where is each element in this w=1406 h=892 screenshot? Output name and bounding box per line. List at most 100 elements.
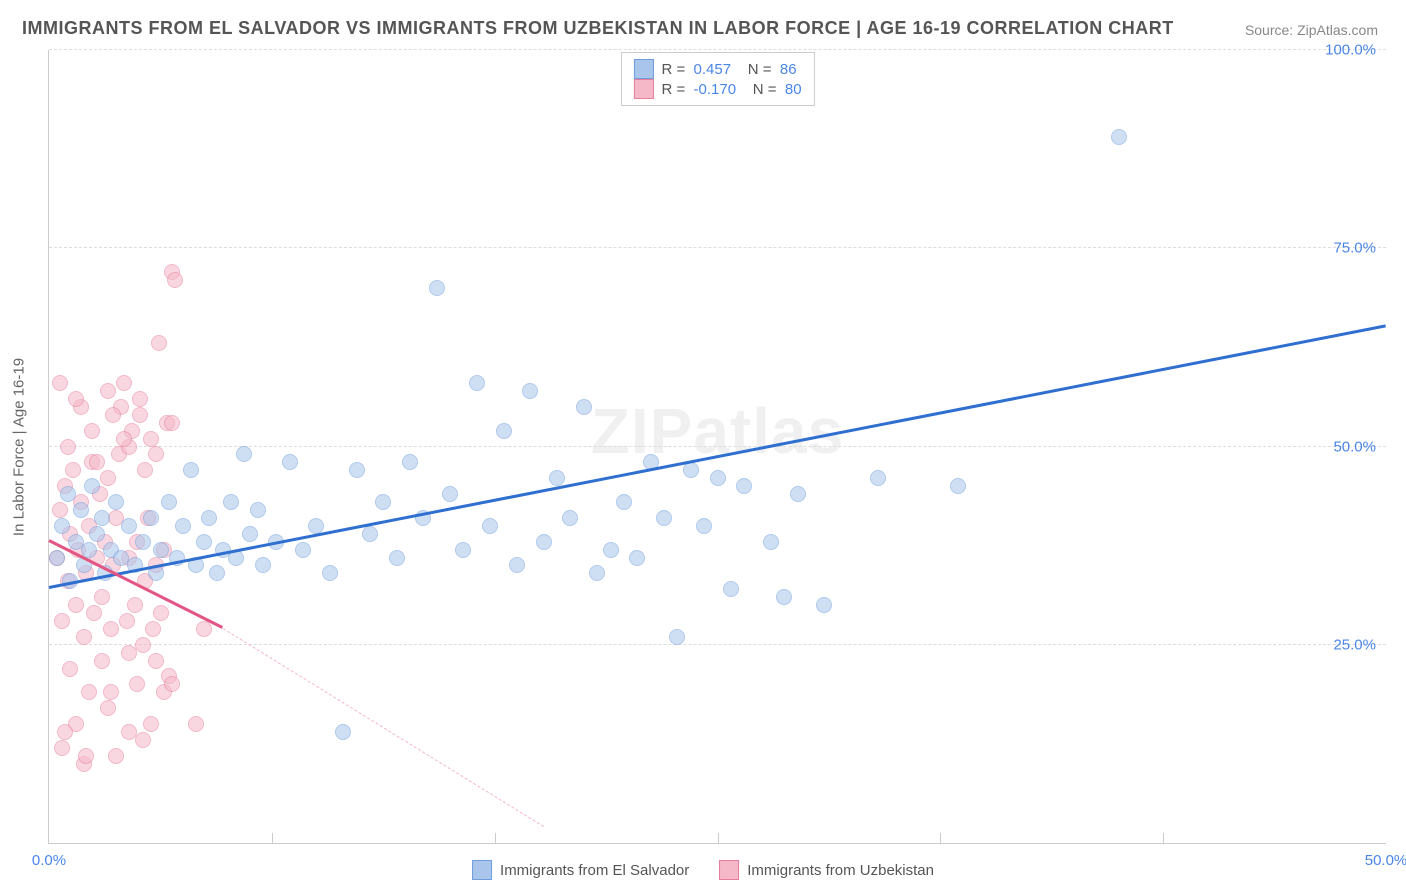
data-point <box>950 478 966 494</box>
data-point <box>54 613 70 629</box>
data-point <box>135 534 151 550</box>
data-point <box>143 431 159 447</box>
data-point <box>78 748 94 764</box>
data-point <box>81 684 97 700</box>
data-point <box>710 470 726 486</box>
x-tick-label: 50.0% <box>1365 852 1406 869</box>
data-point <box>145 621 161 637</box>
data-point <box>100 700 116 716</box>
data-point <box>57 724 73 740</box>
data-point <box>129 676 145 692</box>
legend-item-uzbekistan: Immigrants from Uzbekistan <box>719 860 934 880</box>
data-point <box>116 431 132 447</box>
data-point <box>103 621 119 637</box>
data-point <box>52 502 68 518</box>
data-point <box>119 613 135 629</box>
data-point <box>49 550 65 566</box>
source-attribution: Source: ZipAtlas.com <box>1245 22 1378 38</box>
data-point <box>52 375 68 391</box>
correlation-legend: R = 0.457 N = 86 R = -0.170 N = 80 <box>620 52 814 106</box>
data-point <box>151 335 167 351</box>
y-axis-title: In Labor Force | Age 16-19 <box>11 357 28 535</box>
data-point <box>496 423 512 439</box>
data-point <box>76 629 92 645</box>
data-point <box>60 486 76 502</box>
scatter-plot: In Labor Force | Age 16-19 ZIPatlas R = … <box>48 50 1386 844</box>
data-point <box>763 534 779 550</box>
data-point <box>94 510 110 526</box>
data-point <box>736 478 752 494</box>
data-point <box>870 470 886 486</box>
data-point <box>121 724 137 740</box>
data-point <box>816 597 832 613</box>
y-tick-label: 100.0% <box>1325 42 1376 59</box>
data-point <box>196 534 212 550</box>
data-point <box>536 534 552 550</box>
data-point <box>576 399 592 415</box>
data-point <box>108 748 124 764</box>
chart-title: IMMIGRANTS FROM EL SALVADOR VS IMMIGRANT… <box>22 18 1174 39</box>
data-point <box>68 391 84 407</box>
data-point <box>669 629 685 645</box>
swatch-icon <box>472 860 492 880</box>
data-point <box>1111 129 1127 145</box>
data-point <box>455 542 471 558</box>
x-tick-label: 0.0% <box>32 852 66 869</box>
data-point <box>469 375 485 391</box>
data-point <box>94 589 110 605</box>
data-point <box>121 518 137 534</box>
gridline-vertical <box>1163 833 1164 843</box>
data-point <box>696 518 712 534</box>
data-point <box>127 597 143 613</box>
data-point <box>73 502 89 518</box>
data-point <box>629 550 645 566</box>
data-point <box>108 494 124 510</box>
data-point <box>86 605 102 621</box>
gridline-vertical <box>718 833 719 843</box>
data-point <box>549 470 565 486</box>
data-point <box>188 716 204 732</box>
data-point <box>121 645 137 661</box>
data-point <box>723 581 739 597</box>
data-point <box>201 510 217 526</box>
data-point <box>175 518 191 534</box>
data-point <box>164 415 180 431</box>
data-point <box>603 542 619 558</box>
data-point <box>322 565 338 581</box>
data-point <box>100 383 116 399</box>
legend-label: Immigrants from El Salvador <box>500 862 689 879</box>
legend-row-uzbekistan: R = -0.170 N = 80 <box>633 79 801 99</box>
data-point <box>209 565 225 581</box>
data-point <box>616 494 632 510</box>
watermark-zip: ZIP <box>591 395 694 467</box>
gridline-vertical <box>272 833 273 843</box>
data-point <box>562 510 578 526</box>
data-point <box>84 478 100 494</box>
data-point <box>282 454 298 470</box>
data-point <box>105 407 121 423</box>
data-point <box>132 391 148 407</box>
data-point <box>167 272 183 288</box>
data-point <box>589 565 605 581</box>
y-tick-label: 50.0% <box>1333 438 1376 455</box>
legend-label: Immigrants from Uzbekistan <box>747 862 934 879</box>
data-point <box>132 407 148 423</box>
data-point <box>153 605 169 621</box>
data-point <box>375 494 391 510</box>
data-point <box>656 510 672 526</box>
data-point <box>84 423 100 439</box>
data-point <box>153 542 169 558</box>
data-point <box>250 502 266 518</box>
swatch-icon <box>719 860 739 880</box>
swatch-uzbekistan <box>633 79 653 99</box>
swatch-el-salvador <box>633 59 653 79</box>
y-tick-label: 75.0% <box>1333 240 1376 257</box>
data-point <box>94 653 110 669</box>
data-point <box>255 557 271 573</box>
legend-stats-el-salvador: R = 0.457 N = 86 <box>661 61 796 78</box>
data-point <box>242 526 258 542</box>
data-point <box>161 494 177 510</box>
data-point <box>164 676 180 692</box>
gridline-vertical <box>940 833 941 843</box>
data-point <box>54 740 70 756</box>
